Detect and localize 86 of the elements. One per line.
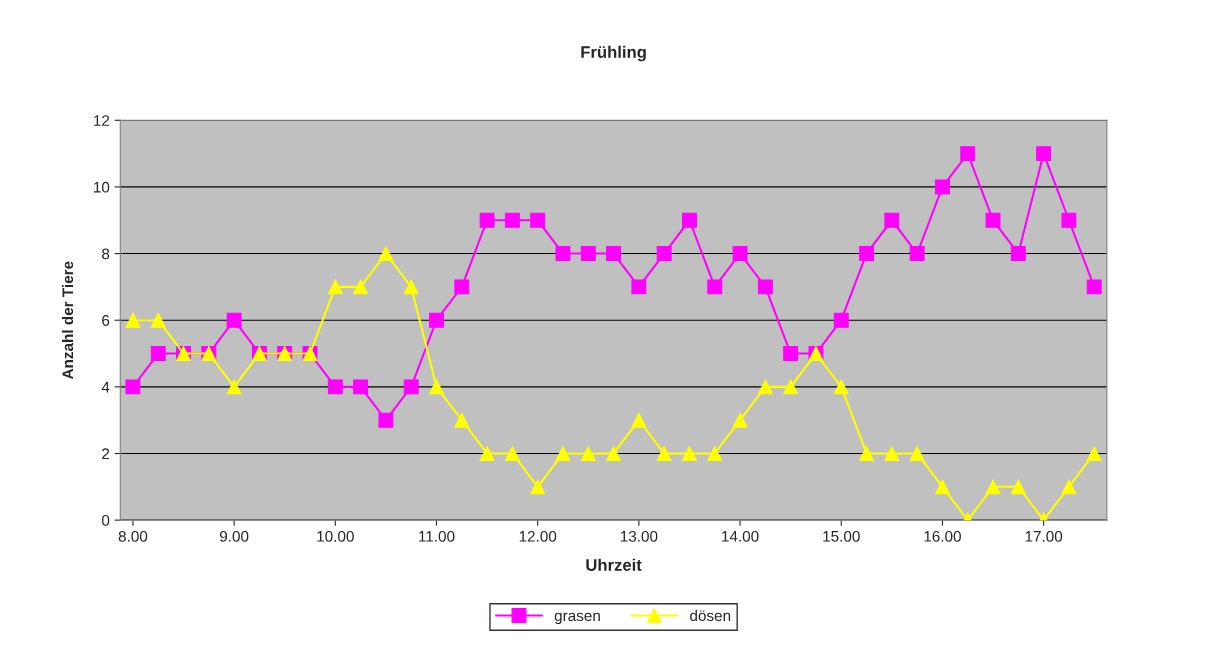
point <box>327 379 343 395</box>
point <box>378 412 394 428</box>
point <box>631 412 647 428</box>
point <box>656 246 672 262</box>
point <box>783 346 799 361</box>
point <box>454 412 470 428</box>
point <box>1036 146 1052 162</box>
point <box>504 446 520 461</box>
x-tick-label: 17.00 <box>1025 530 1063 542</box>
point <box>783 379 799 395</box>
legend-label: grasen <box>554 612 600 625</box>
point <box>909 246 925 262</box>
point <box>353 279 369 295</box>
point <box>757 379 773 395</box>
point <box>226 379 242 395</box>
point <box>884 446 900 461</box>
legend-label: dösen <box>690 609 731 622</box>
point <box>1010 246 1026 262</box>
x-tick-label: 9.00 <box>219 530 249 542</box>
point <box>909 446 925 461</box>
y-tick-label: 8 <box>102 248 110 260</box>
point <box>327 279 343 295</box>
point <box>757 279 773 295</box>
point <box>960 146 976 162</box>
x-tick-label: 12.00 <box>519 530 557 542</box>
point <box>606 446 622 461</box>
chart-title: Frühling <box>581 45 646 62</box>
point <box>429 312 444 328</box>
point <box>479 212 495 228</box>
y-tick-label: 10 <box>94 181 110 193</box>
point <box>580 446 596 461</box>
x-tick-label: 13.00 <box>620 530 658 542</box>
point <box>732 246 748 262</box>
point <box>1086 446 1102 461</box>
point <box>150 346 166 361</box>
point <box>580 246 596 262</box>
point <box>1061 479 1077 495</box>
x-tick-label: 16.00 <box>924 530 961 542</box>
point <box>859 446 875 461</box>
point <box>732 412 748 428</box>
point <box>429 379 444 395</box>
point <box>353 379 369 395</box>
x-tick-label: 8.00 <box>118 530 148 542</box>
x-tick-label: 14.00 <box>722 530 759 542</box>
point <box>1010 479 1026 495</box>
point <box>606 246 622 262</box>
y-tick-label: 2 <box>102 448 110 460</box>
point <box>226 312 242 328</box>
x-tick-label: 11.00 <box>419 530 455 542</box>
point <box>555 246 571 262</box>
point <box>682 212 697 228</box>
point <box>1061 212 1077 228</box>
point <box>403 279 419 295</box>
x-tick-label: 15.00 <box>823 530 860 542</box>
point <box>378 246 394 262</box>
point <box>707 446 723 461</box>
point <box>707 279 723 295</box>
point <box>125 312 141 328</box>
point <box>530 212 546 228</box>
y-axis-title: Anzahl der Tiere <box>61 261 74 380</box>
point <box>150 312 166 328</box>
point <box>530 479 546 495</box>
point <box>833 312 849 328</box>
point <box>454 279 470 295</box>
point <box>859 246 875 262</box>
point <box>934 479 950 495</box>
point <box>682 446 697 461</box>
point <box>934 179 950 195</box>
point <box>631 279 647 295</box>
point <box>479 446 495 461</box>
point <box>555 446 571 461</box>
y-tick-label: 12 <box>94 115 110 126</box>
point <box>985 479 1001 495</box>
point <box>1086 279 1102 295</box>
point <box>656 446 672 461</box>
point <box>504 212 520 228</box>
x-tick-label: 10.00 <box>317 530 354 542</box>
point <box>125 379 141 395</box>
point <box>985 212 1001 228</box>
y-tick-label: 6 <box>102 315 110 326</box>
y-tick-label: 0 <box>101 515 110 526</box>
y-tick-label: 4 <box>101 381 110 393</box>
point <box>884 212 900 228</box>
point <box>833 379 849 395</box>
x-axis-title: Uhrzeit <box>586 558 642 571</box>
point <box>403 379 419 395</box>
